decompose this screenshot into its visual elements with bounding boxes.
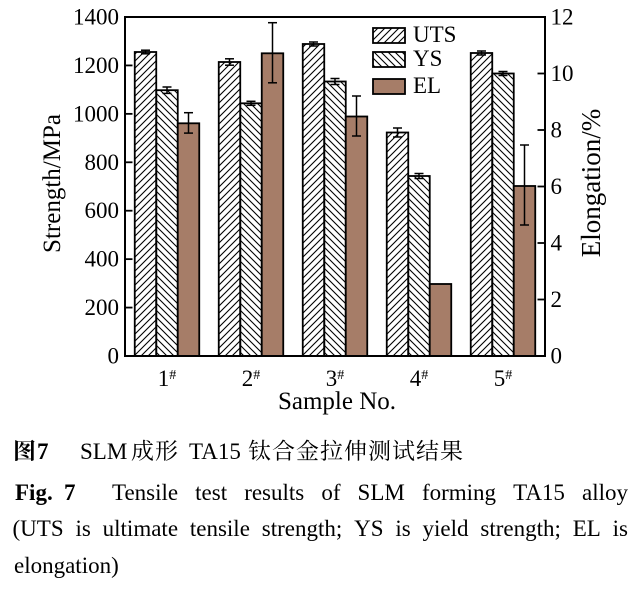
svg-text:strength;: strength; — [262, 516, 343, 541]
svg-text:EL: EL — [413, 73, 441, 98]
svg-text:1000: 1000 — [73, 101, 119, 126]
svg-text:2: 2 — [551, 287, 563, 312]
svg-text:tensile: tensile — [190, 516, 250, 541]
svg-text:4: 4 — [551, 231, 563, 256]
svg-text:7: 7 — [37, 439, 49, 464]
svg-text:results: results — [244, 480, 304, 505]
svg-text:yield: yield — [423, 516, 469, 541]
svg-text:alloy: alloy — [582, 480, 628, 505]
svg-text:4#: 4# — [410, 366, 429, 391]
svg-text:1400: 1400 — [73, 5, 119, 30]
svg-text:test: test — [195, 480, 228, 505]
svg-text:10: 10 — [551, 61, 574, 86]
svg-text:7: 7 — [64, 480, 76, 505]
svg-text:forming: forming — [422, 480, 497, 505]
svg-text:6: 6 — [551, 174, 563, 199]
svg-text:8: 8 — [551, 118, 563, 143]
svg-text:2#: 2# — [242, 366, 261, 391]
svg-text:0: 0 — [108, 344, 120, 369]
svg-text:1200: 1200 — [73, 53, 119, 78]
svg-text:Elongation/%: Elongation/% — [576, 109, 606, 257]
svg-text:SLM: SLM — [80, 439, 127, 464]
svg-text:is: is — [613, 516, 628, 541]
svg-text:TA15: TA15 — [513, 480, 565, 505]
svg-text:TA15: TA15 — [189, 439, 241, 464]
svg-text:(UTS: (UTS — [13, 516, 64, 541]
svg-text:Fig.: Fig. — [15, 480, 53, 505]
svg-text:YS: YS — [354, 516, 383, 541]
svg-text:Strength/MPa: Strength/MPa — [39, 114, 66, 253]
svg-text:Tensile: Tensile — [112, 480, 178, 505]
svg-text:SLM: SLM — [358, 480, 405, 505]
svg-text:is: is — [75, 516, 90, 541]
svg-text:UTS: UTS — [413, 22, 456, 47]
svg-text:ultimate: ultimate — [103, 516, 178, 541]
svg-text:12: 12 — [551, 5, 574, 30]
svg-text:Sample No.: Sample No. — [278, 388, 396, 415]
svg-text:EL: EL — [573, 516, 601, 541]
svg-text:800: 800 — [85, 150, 120, 175]
svg-text:strength;: strength; — [480, 516, 561, 541]
svg-text:elongation): elongation) — [14, 553, 119, 578]
svg-text:5#: 5# — [494, 366, 513, 391]
svg-text:600: 600 — [85, 198, 120, 223]
svg-text:400: 400 — [85, 247, 120, 272]
svg-text:200: 200 — [85, 295, 120, 320]
svg-text:of: of — [321, 480, 341, 505]
svg-text:0: 0 — [551, 344, 563, 369]
svg-text:1#: 1# — [158, 366, 177, 391]
svg-text:YS: YS — [413, 46, 442, 71]
svg-text:is: is — [395, 516, 410, 541]
